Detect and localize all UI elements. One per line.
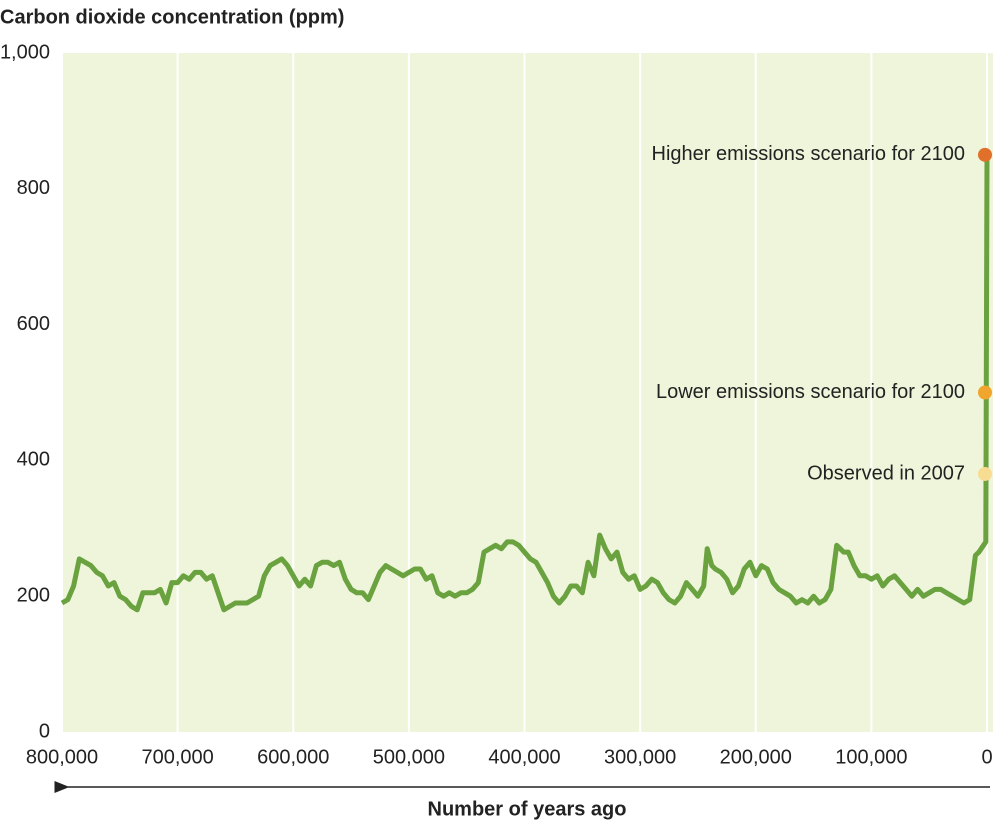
- x-tick-label: 500,000: [373, 746, 445, 768]
- data-line: [60, 154, 990, 613]
- y-tick-label: 200: [17, 584, 50, 606]
- x-tick-label: 200,000: [720, 746, 792, 768]
- x-tick-label: 100,000: [835, 746, 907, 768]
- x-tick-label: 300,000: [604, 746, 676, 768]
- y-axis-title: Carbon dioxide concentration (ppm): [0, 6, 344, 28]
- annotation-point: [978, 385, 992, 400]
- annotation-point: [978, 147, 992, 162]
- x-tick-label: 800,000: [26, 746, 98, 768]
- y-tick-label: 1,000: [0, 41, 50, 63]
- plot-background: [62, 53, 993, 732]
- annotation-point: [978, 466, 992, 481]
- y-tick-label: 600: [17, 313, 50, 335]
- annotation-label: Higher emissions scenario for 2100: [652, 143, 966, 165]
- x-tick-label: 0: [981, 746, 992, 768]
- annotation-label: Lower emissions scenario for 2100: [656, 381, 965, 403]
- x-tick-label: 600,000: [257, 746, 329, 768]
- y-tick-label: 800: [17, 177, 50, 199]
- annotation-label: Observed in 2007: [807, 462, 965, 484]
- y-tick-label: 0: [39, 720, 50, 742]
- x-tick-label: 400,000: [488, 746, 560, 768]
- x-axis-title: Number of years ago: [428, 798, 627, 820]
- y-tick-label: 400: [17, 449, 50, 471]
- x-tick-label: 700,000: [141, 746, 213, 768]
